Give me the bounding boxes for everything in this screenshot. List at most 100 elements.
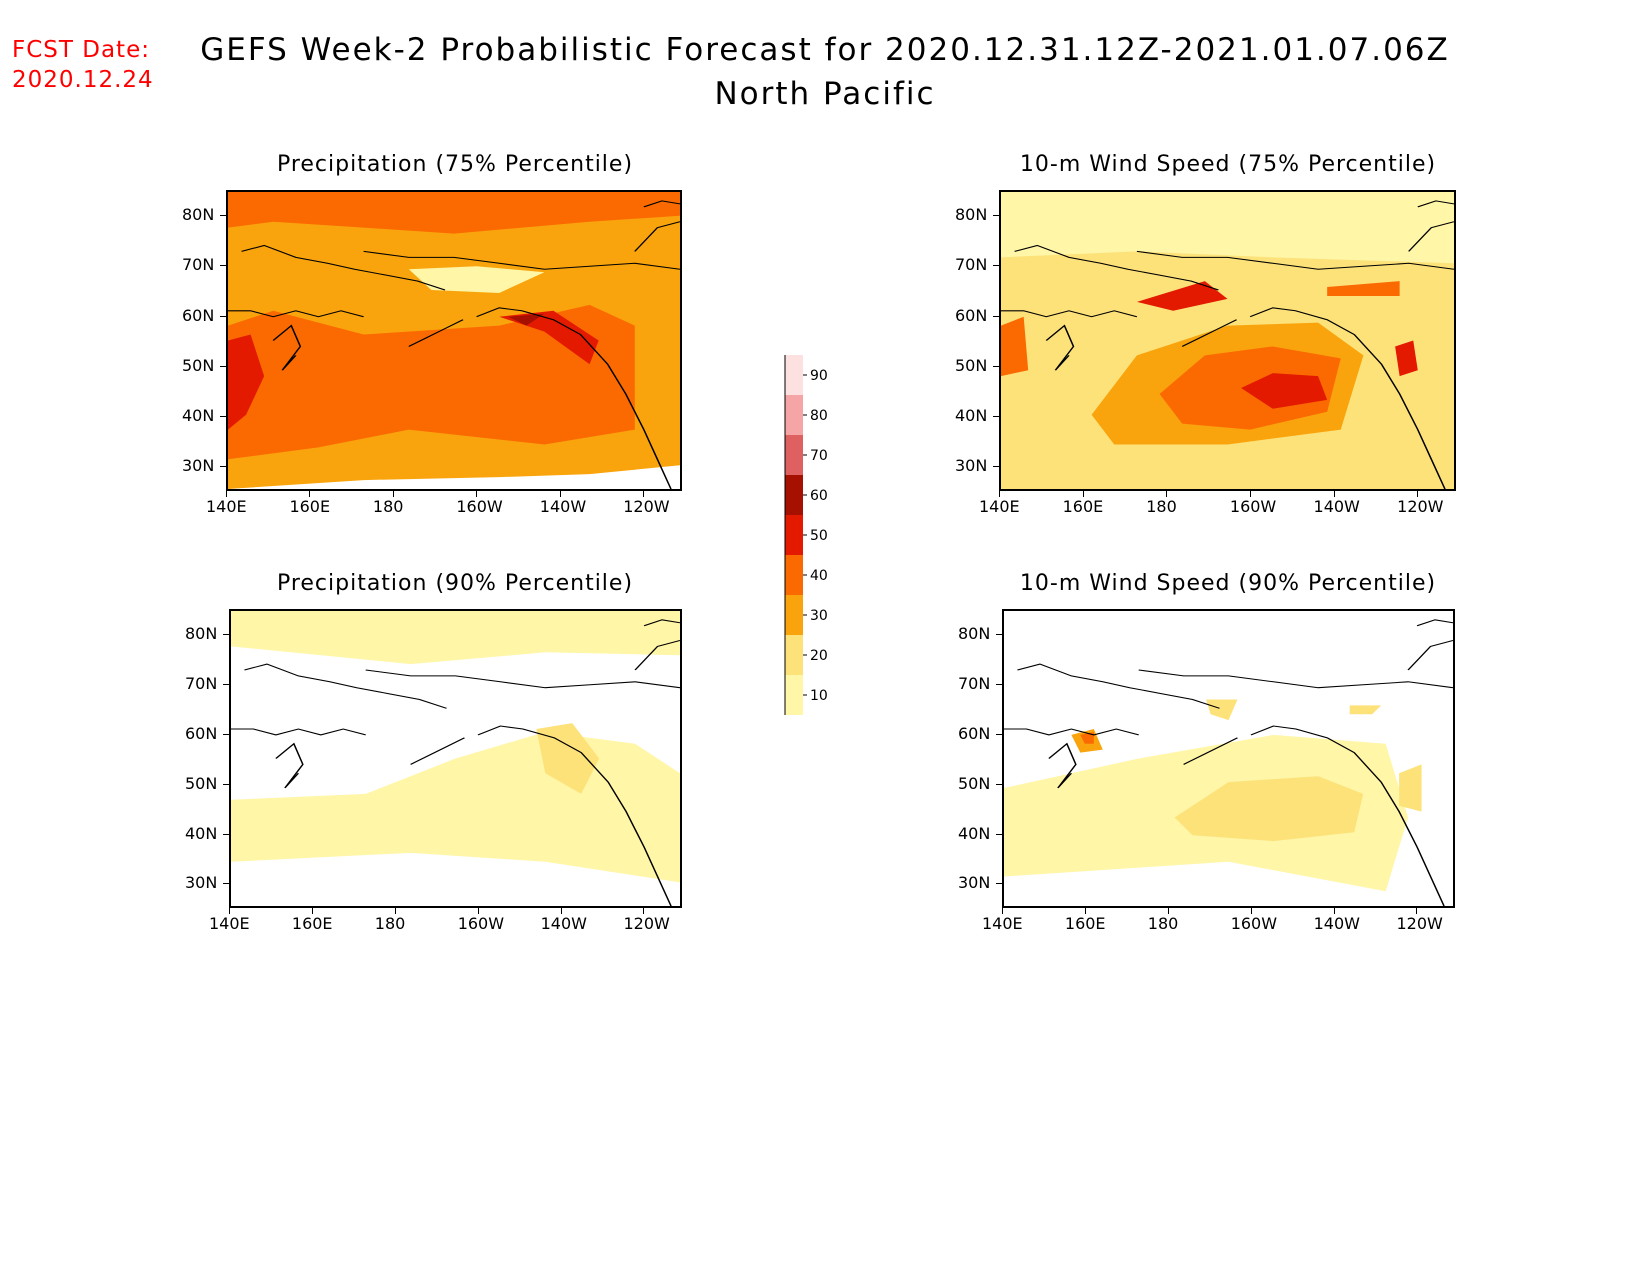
lat-label: 80N bbox=[955, 204, 988, 224]
lat-tick bbox=[993, 365, 999, 367]
coastline bbox=[1045, 324, 1075, 371]
lon-tick bbox=[1249, 491, 1251, 497]
coastline bbox=[634, 640, 680, 671]
coastline bbox=[1136, 250, 1454, 270]
lat-tick bbox=[220, 315, 226, 317]
lon-label: 140E bbox=[982, 914, 1023, 933]
lat-tick bbox=[223, 683, 229, 685]
contour-region bbox=[1241, 373, 1328, 409]
contour-region bbox=[508, 313, 545, 326]
contour-region bbox=[1136, 281, 1228, 311]
map-field-wind75 bbox=[1001, 192, 1454, 489]
lon-tick bbox=[226, 491, 227, 497]
lat-tick bbox=[996, 783, 1002, 785]
lat-label: 50N bbox=[185, 773, 218, 793]
coastline bbox=[634, 221, 680, 252]
coastline bbox=[272, 324, 302, 371]
lat-label: 70N bbox=[182, 255, 215, 275]
lon-label: 140E bbox=[979, 497, 1020, 516]
colorbar-swatch bbox=[785, 475, 803, 515]
lat-tick bbox=[223, 783, 229, 785]
fcst-date-label: FCST Date: bbox=[12, 37, 150, 63]
lat-label: 50N bbox=[182, 355, 215, 375]
contour-region bbox=[228, 334, 265, 430]
lat-label: 40N bbox=[182, 406, 215, 426]
colorbar-label: 30 bbox=[810, 608, 828, 624]
contour-region bbox=[1327, 281, 1400, 296]
coastline bbox=[231, 728, 366, 736]
lat-label: 30N bbox=[182, 456, 215, 476]
coastline bbox=[1407, 640, 1453, 671]
panel-title-wind75: 10-m Wind Speed (75% Percentile) bbox=[1019, 152, 1437, 177]
contour-region bbox=[1001, 316, 1029, 377]
lon-tick bbox=[476, 491, 478, 497]
lon-tick bbox=[1416, 908, 1418, 914]
contour-region bbox=[536, 723, 600, 794]
lon-tick bbox=[394, 908, 396, 914]
coastline bbox=[476, 307, 672, 489]
lon-label: 160W bbox=[1229, 497, 1277, 516]
lon-label: 160W bbox=[457, 914, 505, 933]
colorbar-label: 10 bbox=[810, 688, 828, 704]
coastline bbox=[1416, 619, 1453, 627]
lat-label: 70N bbox=[958, 673, 991, 693]
lon-tick bbox=[229, 908, 230, 914]
region-subtitle: North Pacific bbox=[714, 76, 936, 112]
contour-region bbox=[228, 192, 680, 234]
lat-label: 30N bbox=[955, 456, 988, 476]
coastline bbox=[363, 250, 680, 270]
lat-label: 80N bbox=[958, 623, 991, 643]
lon-label: 160E bbox=[1062, 497, 1104, 516]
lon-label: 160E bbox=[1064, 914, 1106, 933]
lon-tick bbox=[1167, 908, 1169, 914]
lat-label: 30N bbox=[185, 873, 218, 893]
coastline bbox=[1250, 725, 1445, 906]
lat-label: 80N bbox=[182, 204, 215, 224]
lon-tick bbox=[1250, 908, 1252, 914]
coastline bbox=[1417, 200, 1454, 208]
panel-title-precip75: Precipitation (75% Percentile) bbox=[276, 152, 634, 177]
lon-label: 140E bbox=[206, 497, 247, 516]
coastline bbox=[244, 663, 447, 709]
lat-tick bbox=[993, 315, 999, 317]
contour-region bbox=[1399, 764, 1422, 812]
lon-label: 180 bbox=[374, 914, 406, 933]
lon-tick bbox=[1082, 491, 1084, 497]
colorbar-swatch bbox=[785, 595, 803, 635]
lat-tick bbox=[993, 265, 999, 267]
lon-label: 120W bbox=[1397, 497, 1444, 516]
coastline bbox=[1017, 663, 1220, 709]
lat-tick bbox=[223, 833, 229, 835]
colorbar-label: 40 bbox=[810, 568, 828, 584]
coastline bbox=[1001, 310, 1138, 318]
colorbar-label: 50 bbox=[810, 528, 828, 544]
coastline bbox=[408, 319, 464, 347]
lon-tick bbox=[559, 491, 561, 497]
colorbar-label: 80 bbox=[810, 408, 828, 424]
map-precip90 bbox=[229, 609, 682, 908]
colorbar: 90 80 70 60 50 40 30 20 10 bbox=[784, 355, 828, 715]
coastline bbox=[643, 619, 680, 627]
lat-tick bbox=[993, 466, 999, 468]
lon-tick bbox=[1002, 908, 1003, 914]
lat-tick bbox=[223, 733, 229, 735]
coastline bbox=[228, 310, 364, 318]
contour-region bbox=[1080, 731, 1094, 744]
colorbar-swatch bbox=[785, 555, 803, 595]
coastline bbox=[1048, 742, 1077, 789]
fcst-date-value: 2020.12.24 bbox=[12, 67, 154, 93]
contour-region bbox=[1349, 705, 1382, 715]
coastline bbox=[275, 742, 304, 789]
lat-tick bbox=[993, 416, 999, 418]
lon-tick bbox=[309, 491, 311, 497]
colorbar-label: 20 bbox=[810, 648, 828, 664]
lon-tick bbox=[392, 491, 394, 497]
lon-tick bbox=[1166, 491, 1168, 497]
contour-region bbox=[228, 304, 635, 460]
lat-label: 40N bbox=[955, 406, 988, 426]
coastline bbox=[410, 737, 465, 765]
lat-tick bbox=[220, 466, 226, 468]
contour-region bbox=[1395, 340, 1418, 377]
colorbar-swatch bbox=[785, 675, 803, 715]
lon-tick bbox=[643, 491, 645, 497]
